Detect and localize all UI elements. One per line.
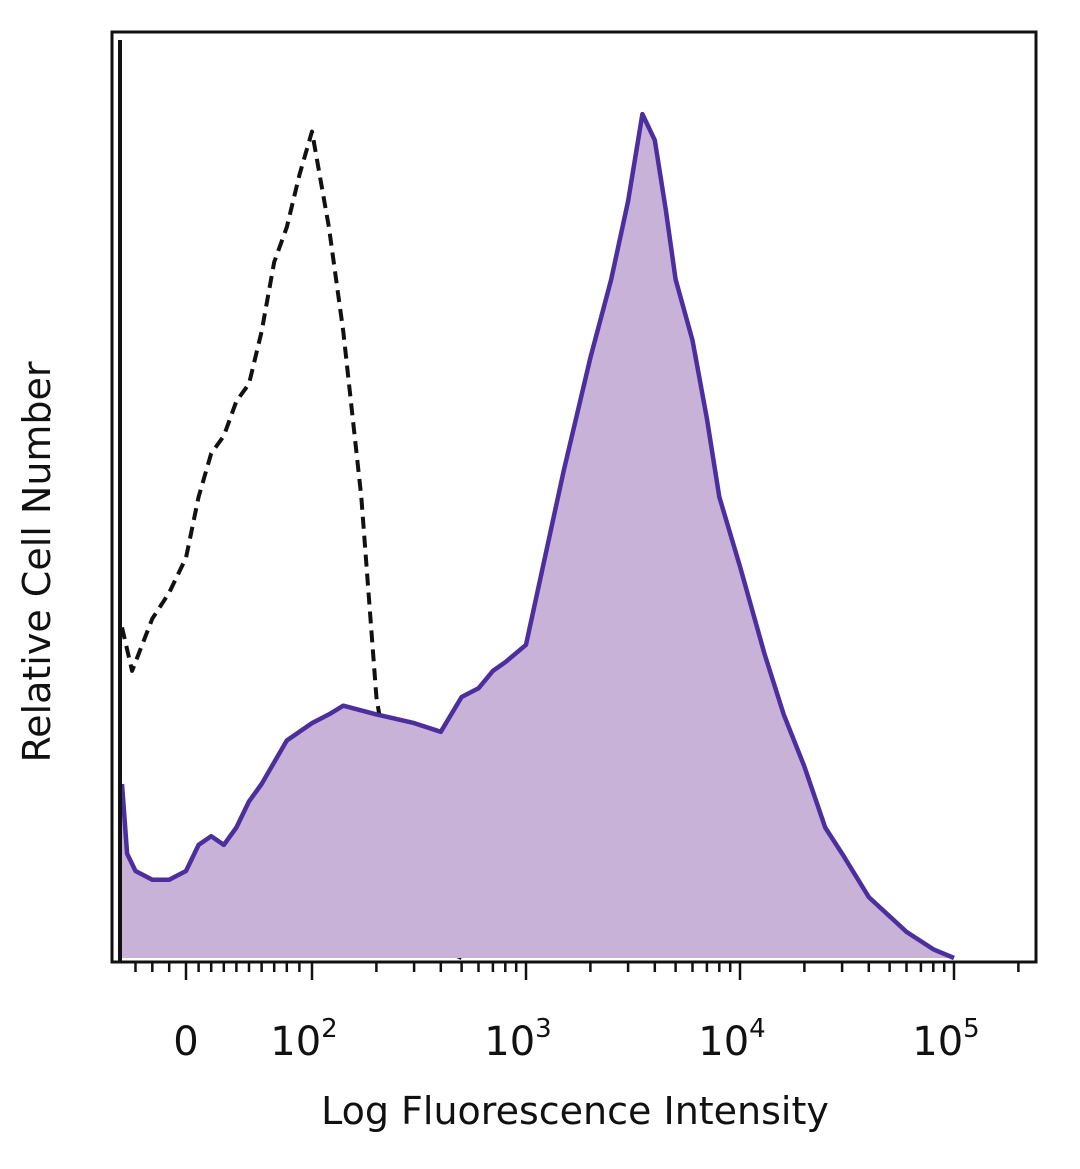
y-axis-label: Relative Cell Number	[15, 361, 59, 762]
plot-frame	[110, 30, 1038, 964]
x-tick-label-4: 105	[912, 1014, 979, 1065]
x-axis-minor-ticks	[134, 962, 1020, 980]
x-axis-tick-labels: 0 102 103 104 105	[173, 1014, 979, 1065]
series-1-area	[122, 114, 954, 959]
series-layer	[119, 111, 955, 961]
x-tick-label-3: 104	[698, 1014, 765, 1065]
x-tick-label-2: 103	[484, 1014, 551, 1065]
x-tick-label-0: 0	[173, 1019, 198, 1065]
series-1-line	[119, 111, 955, 961]
x-axis-label: Log Fluorescence Intensity	[321, 1089, 829, 1133]
x-tick-label-1: 102	[270, 1014, 337, 1065]
